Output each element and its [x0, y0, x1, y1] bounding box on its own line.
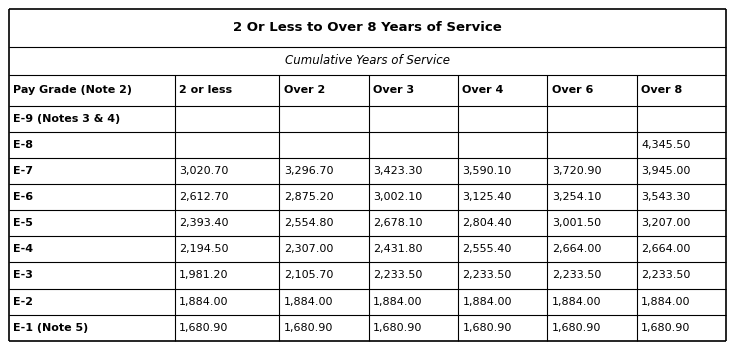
Text: 3,590.10: 3,590.10: [462, 166, 512, 176]
Text: 3,254.10: 3,254.10: [552, 192, 601, 202]
Text: Pay Grade (Note 2): Pay Grade (Note 2): [13, 85, 132, 95]
Text: 1,884.00: 1,884.00: [641, 297, 691, 306]
Text: 3,543.30: 3,543.30: [641, 192, 690, 202]
Text: 2,393.40: 2,393.40: [179, 218, 229, 228]
Text: 3,002.10: 3,002.10: [373, 192, 423, 202]
Text: 1,680.90: 1,680.90: [284, 323, 333, 333]
Text: 2,233.50: 2,233.50: [641, 270, 691, 280]
Text: 2,875.20: 2,875.20: [284, 192, 334, 202]
Text: E-3: E-3: [13, 270, 33, 280]
Text: 1,884.00: 1,884.00: [552, 297, 601, 306]
Text: 2,555.40: 2,555.40: [462, 244, 512, 254]
Text: Cumulative Years of Service: Cumulative Years of Service: [285, 54, 450, 67]
Text: 3,720.90: 3,720.90: [552, 166, 601, 176]
Text: E-1 (Note 5): E-1 (Note 5): [13, 323, 88, 333]
Text: 2,233.50: 2,233.50: [373, 270, 423, 280]
Text: 3,296.70: 3,296.70: [284, 166, 333, 176]
Text: 3,945.00: 3,945.00: [641, 166, 691, 176]
Text: E-6: E-6: [13, 192, 33, 202]
Text: 1,680.90: 1,680.90: [373, 323, 423, 333]
Text: 1,884.00: 1,884.00: [373, 297, 423, 306]
Text: 2,664.00: 2,664.00: [552, 244, 601, 254]
Text: 3,001.50: 3,001.50: [552, 218, 601, 228]
Text: 3,125.40: 3,125.40: [462, 192, 512, 202]
Text: 2,105.70: 2,105.70: [284, 270, 333, 280]
Text: 2,678.10: 2,678.10: [373, 218, 423, 228]
Text: 4,345.50: 4,345.50: [641, 140, 691, 150]
Text: 1,680.90: 1,680.90: [462, 323, 512, 333]
Text: 1,680.90: 1,680.90: [641, 323, 691, 333]
Text: 2,233.50: 2,233.50: [552, 270, 601, 280]
Text: 1,680.90: 1,680.90: [552, 323, 601, 333]
Text: 3,423.30: 3,423.30: [373, 166, 423, 176]
Text: 2,307.00: 2,307.00: [284, 244, 333, 254]
Text: E-4: E-4: [13, 244, 33, 254]
Text: Over 4: Over 4: [462, 85, 504, 95]
Text: 2,233.50: 2,233.50: [462, 270, 512, 280]
Text: Over 2: Over 2: [284, 85, 325, 95]
Text: 1,981.20: 1,981.20: [179, 270, 229, 280]
Text: 1,680.90: 1,680.90: [179, 323, 229, 333]
Text: 2 or less: 2 or less: [179, 85, 232, 95]
Text: 2,194.50: 2,194.50: [179, 244, 229, 254]
Text: 2,554.80: 2,554.80: [284, 218, 333, 228]
Text: 1,884.00: 1,884.00: [179, 297, 229, 306]
Text: 3,207.00: 3,207.00: [641, 218, 691, 228]
Text: 2,431.80: 2,431.80: [373, 244, 423, 254]
Text: 2,612.70: 2,612.70: [179, 192, 229, 202]
Text: 2,664.00: 2,664.00: [641, 244, 691, 254]
Text: Over 3: Over 3: [373, 85, 415, 95]
Text: Over 6: Over 6: [552, 85, 593, 95]
Text: 2 Or Less to Over 8 Years of Service: 2 Or Less to Over 8 Years of Service: [233, 21, 502, 34]
Text: E-8: E-8: [13, 140, 33, 150]
Text: 3,020.70: 3,020.70: [179, 166, 229, 176]
Text: Over 8: Over 8: [641, 85, 683, 95]
Text: E-9 (Notes 3 & 4): E-9 (Notes 3 & 4): [13, 114, 121, 124]
Text: E-2: E-2: [13, 297, 33, 306]
Text: 1,884.00: 1,884.00: [284, 297, 333, 306]
Text: E-7: E-7: [13, 166, 33, 176]
Text: E-5: E-5: [13, 218, 33, 228]
Text: 1,884.00: 1,884.00: [462, 297, 512, 306]
Text: 2,804.40: 2,804.40: [462, 218, 512, 228]
